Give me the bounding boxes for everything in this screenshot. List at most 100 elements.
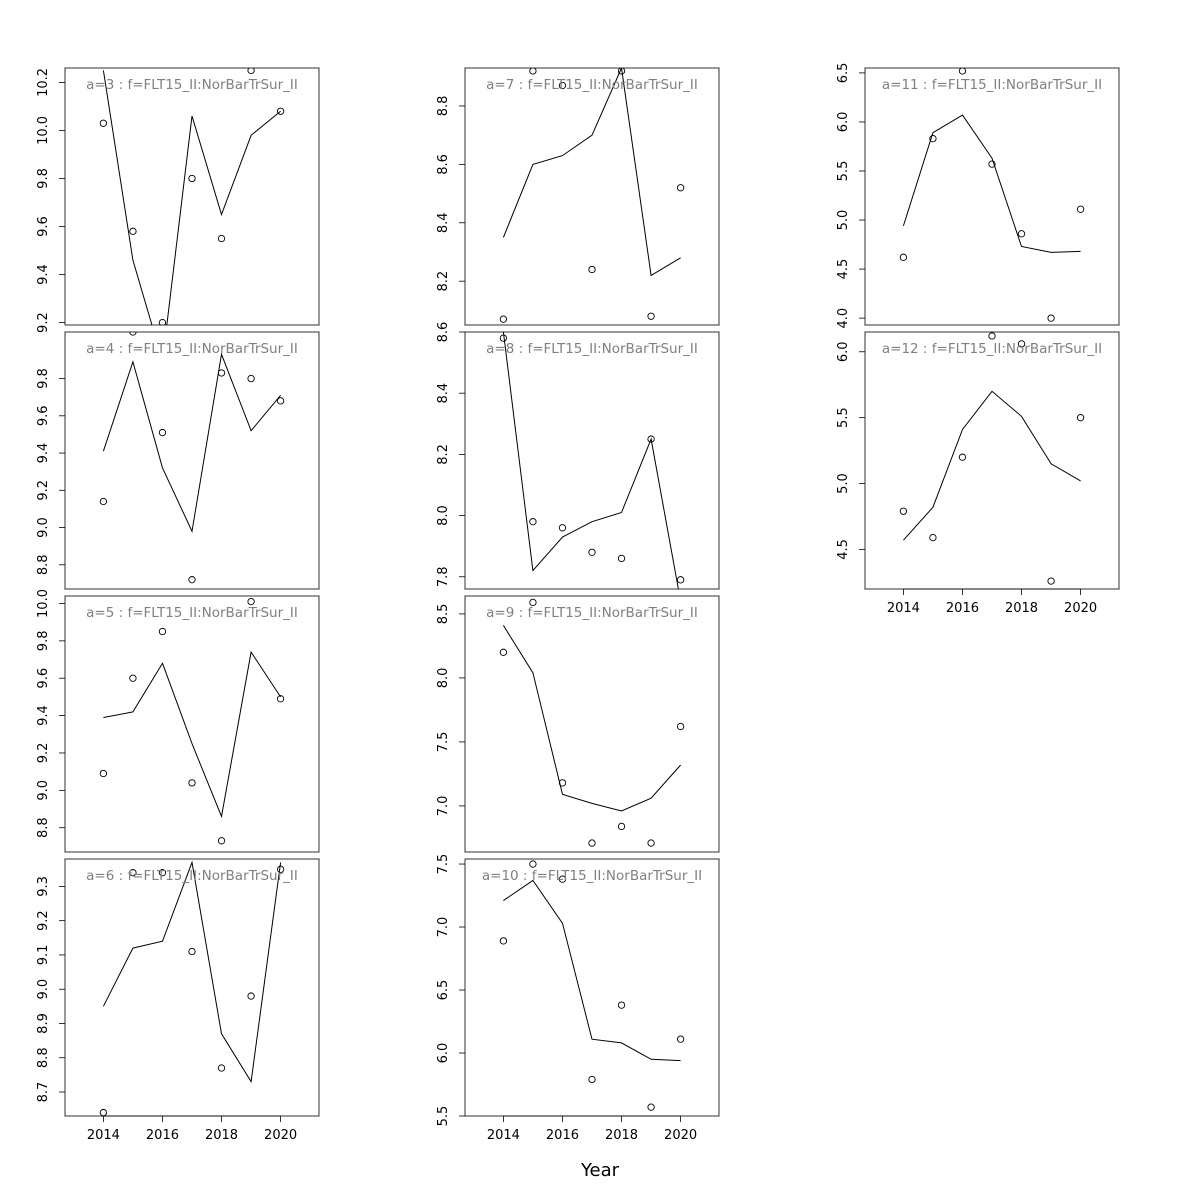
panel-10: 4.5 5.0 5.5 6.0 2014 2016 2018 2020 a=12 : f=FLT… (836, 331, 1120, 616)
panel-7: 7.0 7.5 8.0 8.5 a=9 : f=FLT15_II:NorBarTrSur… (436, 595, 720, 853)
data-point (247, 597, 255, 606)
y-tick-label: 8.2 (436, 444, 451, 465)
x-tick-label: 2016 (946, 601, 979, 616)
x-tick-label: 2014 (487, 1128, 520, 1143)
data-point (647, 435, 655, 443)
y-tick-label: 9.2 (36, 910, 51, 931)
data-point (529, 68, 537, 75)
y-tick-label: 9.4 (36, 443, 51, 464)
y-tick-label: 9.0 (36, 979, 51, 1000)
x-tick-label: 2018 (1005, 601, 1038, 616)
panel-8: 5.5 6.0 6.5 7.0 7.5 2014 2016 2018 2020 a=10 : f=… (436, 854, 720, 1143)
y-tick-label: 6.0 (836, 112, 851, 133)
x-tick-label: 2020 (1064, 601, 1097, 616)
y-tick-label: 7.0 (436, 917, 451, 938)
y-tick-label: 5.0 (836, 210, 851, 231)
y-tick-label: 10.0 (36, 589, 51, 618)
data-point (899, 253, 908, 261)
panel-title: a=4 : f=FLT15_II:NorBarTrSur_II (86, 341, 298, 357)
x-tick-label: 2014 (87, 1128, 120, 1143)
y-tick-label: 8.8 (36, 817, 51, 838)
data-point (588, 839, 596, 847)
panel-title: a=7 : f=FLT15_II:NorBarTrSur_II (486, 77, 698, 93)
data-point (247, 992, 255, 1000)
data-point (988, 332, 996, 340)
y-tick-label: 5.5 (836, 407, 851, 428)
data-point (929, 533, 937, 542)
y-tick-label: 8.8 (36, 1047, 51, 1068)
y-tick-label: 8.8 (436, 96, 451, 117)
y-tick-label: 9.8 (36, 631, 51, 652)
data-point (558, 81, 567, 90)
panel-frame (464, 67, 720, 326)
series-line (103, 650, 282, 819)
x-tick-label: 2020 (664, 1128, 697, 1143)
data-point (499, 648, 508, 656)
data-point (647, 1103, 655, 1111)
data-point (158, 869, 167, 877)
series-line (102, 860, 282, 1084)
data-point (588, 548, 596, 556)
y-tick-label: 7.5 (436, 732, 451, 753)
panel-5: 8.2 8.4 8.6 8.8 a=7 : f=FLT15_II:NorBarTrSur… (436, 67, 720, 326)
data-point (1017, 340, 1026, 348)
y-tick-label: 9.8 (36, 168, 51, 189)
data-point (558, 524, 567, 532)
data-point (1076, 205, 1085, 213)
y-tick-label: 5.5 (436, 1106, 451, 1127)
series-line (903, 390, 1081, 541)
data-point (499, 334, 508, 342)
y-tick-label: 4.5 (836, 539, 851, 560)
y-tick-label: 9.6 (36, 668, 51, 689)
data-point (188, 779, 196, 787)
data-point (958, 68, 967, 75)
panel-title: a=10 : f=FLT15_II:NorBarTrSur_II (482, 868, 702, 884)
y-tick-label: 8.0 (436, 505, 451, 526)
data-point (99, 1108, 108, 1116)
data-point (617, 68, 626, 75)
series-line (503, 879, 681, 1062)
y-tick-label: 8.7 (36, 1082, 51, 1103)
y-tick-label: 6.0 (836, 341, 851, 362)
data-point (188, 947, 196, 956)
plot-area (499, 68, 685, 323)
y-tick-label: 6.5 (436, 980, 451, 1001)
plot-area (99, 597, 285, 845)
data-point (158, 318, 167, 325)
data-point (276, 107, 285, 115)
panel-frame (464, 331, 720, 590)
y-tick-label: 9.1 (36, 945, 51, 966)
y-tick-label: 8.2 (436, 271, 451, 292)
series-line (502, 625, 681, 812)
y-tick-label: 9.2 (36, 480, 51, 501)
x-tick-label: 2020 (264, 1128, 297, 1143)
data-point (1017, 230, 1026, 238)
series-line (102, 70, 281, 325)
data-point (129, 332, 137, 336)
x-tick-label: 2016 (146, 1128, 179, 1143)
data-point (1047, 577, 1055, 585)
y-tick-label: 8.8 (36, 554, 51, 575)
y-tick-label: 7.8 (436, 566, 451, 587)
y-tick-label: 8.4 (436, 212, 451, 233)
panel-frame (864, 331, 1120, 590)
y-tick-label: 9.6 (36, 216, 51, 237)
plot-area (499, 332, 685, 589)
y-tick-label: 6.5 (836, 63, 851, 84)
y-tick-label: 8.6 (436, 322, 451, 343)
data-point (1047, 314, 1055, 322)
data-point (247, 68, 255, 75)
series-line (502, 332, 679, 589)
panel-title: a=6 : f=FLT15_II:NorBarTrSur_II (86, 868, 298, 884)
x-axis-label: Year (580, 1160, 620, 1181)
data-point (99, 769, 108, 778)
data-point (558, 779, 567, 787)
data-point (217, 234, 226, 243)
data-point (158, 627, 167, 636)
panel-title: a=5 : f=FLT15_II:NorBarTrSur_II (86, 605, 298, 621)
y-tick-label: 8.5 (436, 604, 451, 625)
y-tick-label: 4.5 (836, 259, 851, 280)
y-tick-label: 6.0 (436, 1043, 451, 1064)
panel-frame (64, 858, 320, 1117)
